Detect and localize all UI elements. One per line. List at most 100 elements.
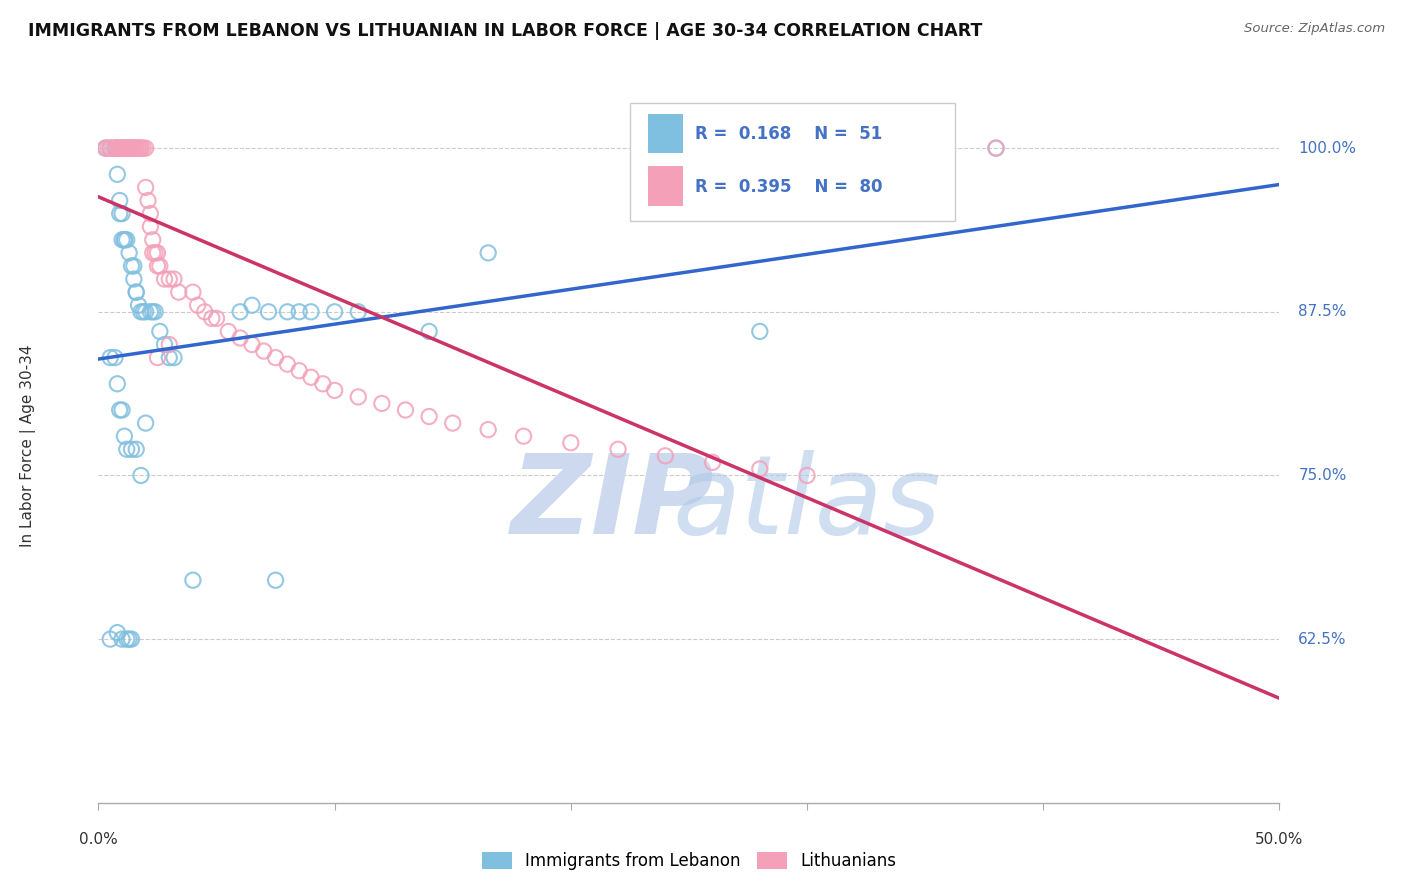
Text: Source: ZipAtlas.com: Source: ZipAtlas.com [1244,22,1385,36]
Point [108,206,131,220]
FancyBboxPatch shape [630,103,955,221]
Point [104,141,127,155]
Point [122,272,145,286]
Point [477,423,499,437]
Point [418,409,440,424]
Point [105,167,128,181]
Text: 62.5%: 62.5% [1298,632,1347,647]
Point [128,141,150,155]
Point [748,325,770,339]
Point [111,233,134,247]
Point [347,305,370,319]
Point [111,141,134,155]
Point [276,305,298,319]
Point [512,429,534,443]
Text: 75.0%: 75.0% [1298,468,1347,483]
Point [146,351,169,365]
Point [205,311,228,326]
Text: In Labor Force | Age 30-34: In Labor Force | Age 30-34 [20,344,35,548]
Point [115,442,138,457]
Point [98,141,121,155]
Point [157,337,180,351]
Point [105,376,128,391]
Point [143,305,166,319]
Point [323,305,346,319]
Point [560,435,582,450]
Point [108,141,131,155]
Point [122,141,145,155]
Point [94,141,117,155]
Point [229,305,252,319]
Point [105,625,128,640]
Point [98,141,121,155]
Point [101,141,124,155]
Point [121,141,143,155]
Point [135,305,157,319]
Point [105,141,128,155]
Point [257,305,280,319]
Point [702,455,724,469]
Text: 50.0%: 50.0% [1256,831,1303,847]
Point [115,233,138,247]
Point [157,351,180,365]
Point [984,141,1007,155]
Point [111,141,134,155]
Point [418,325,440,339]
Text: IMMIGRANTS FROM LEBANON VS LITHUANIAN IN LABOR FORCE | AGE 30-34 CORRELATION CHA: IMMIGRANTS FROM LEBANON VS LITHUANIAN IN… [28,22,983,40]
Point [125,141,148,155]
Point [146,245,169,260]
Point [299,305,322,319]
Point [121,632,143,647]
Text: 100.0%: 100.0% [1298,141,1357,155]
Point [394,403,416,417]
Point [112,141,135,155]
Point [312,376,335,391]
Point [240,337,263,351]
Point [98,351,121,365]
Point [371,396,394,410]
Point [181,573,204,587]
Point [111,632,134,647]
Point [288,364,311,378]
Point [229,331,252,345]
Point [121,259,143,273]
Point [111,141,134,155]
Text: 87.5%: 87.5% [1298,304,1347,319]
Point [181,285,204,300]
FancyBboxPatch shape [648,166,683,205]
Point [149,259,172,273]
Point [136,194,159,208]
Point [115,141,138,155]
Point [135,141,157,155]
Point [288,305,311,319]
Point [142,305,165,319]
Point [115,632,138,647]
Point [112,429,135,443]
Point [122,141,145,155]
Point [139,219,162,234]
Point [105,141,128,155]
Point [129,141,152,155]
Point [112,141,135,155]
Point [299,370,322,384]
Point [128,141,150,155]
Legend: Immigrants from Lebanon, Lithuanians: Immigrants from Lebanon, Lithuanians [475,845,903,877]
Point [984,141,1007,155]
FancyBboxPatch shape [648,114,683,153]
Point [129,141,152,155]
Point [146,259,169,273]
Point [135,180,157,194]
Point [132,305,155,319]
Point [125,285,148,300]
Point [129,468,152,483]
Point [122,141,145,155]
Point [111,403,134,417]
Point [118,141,141,155]
Point [654,449,676,463]
Point [153,337,176,351]
Point [201,311,224,326]
Point [121,141,143,155]
Text: ZIP: ZIP [510,450,714,557]
Point [111,206,134,220]
Point [122,259,145,273]
